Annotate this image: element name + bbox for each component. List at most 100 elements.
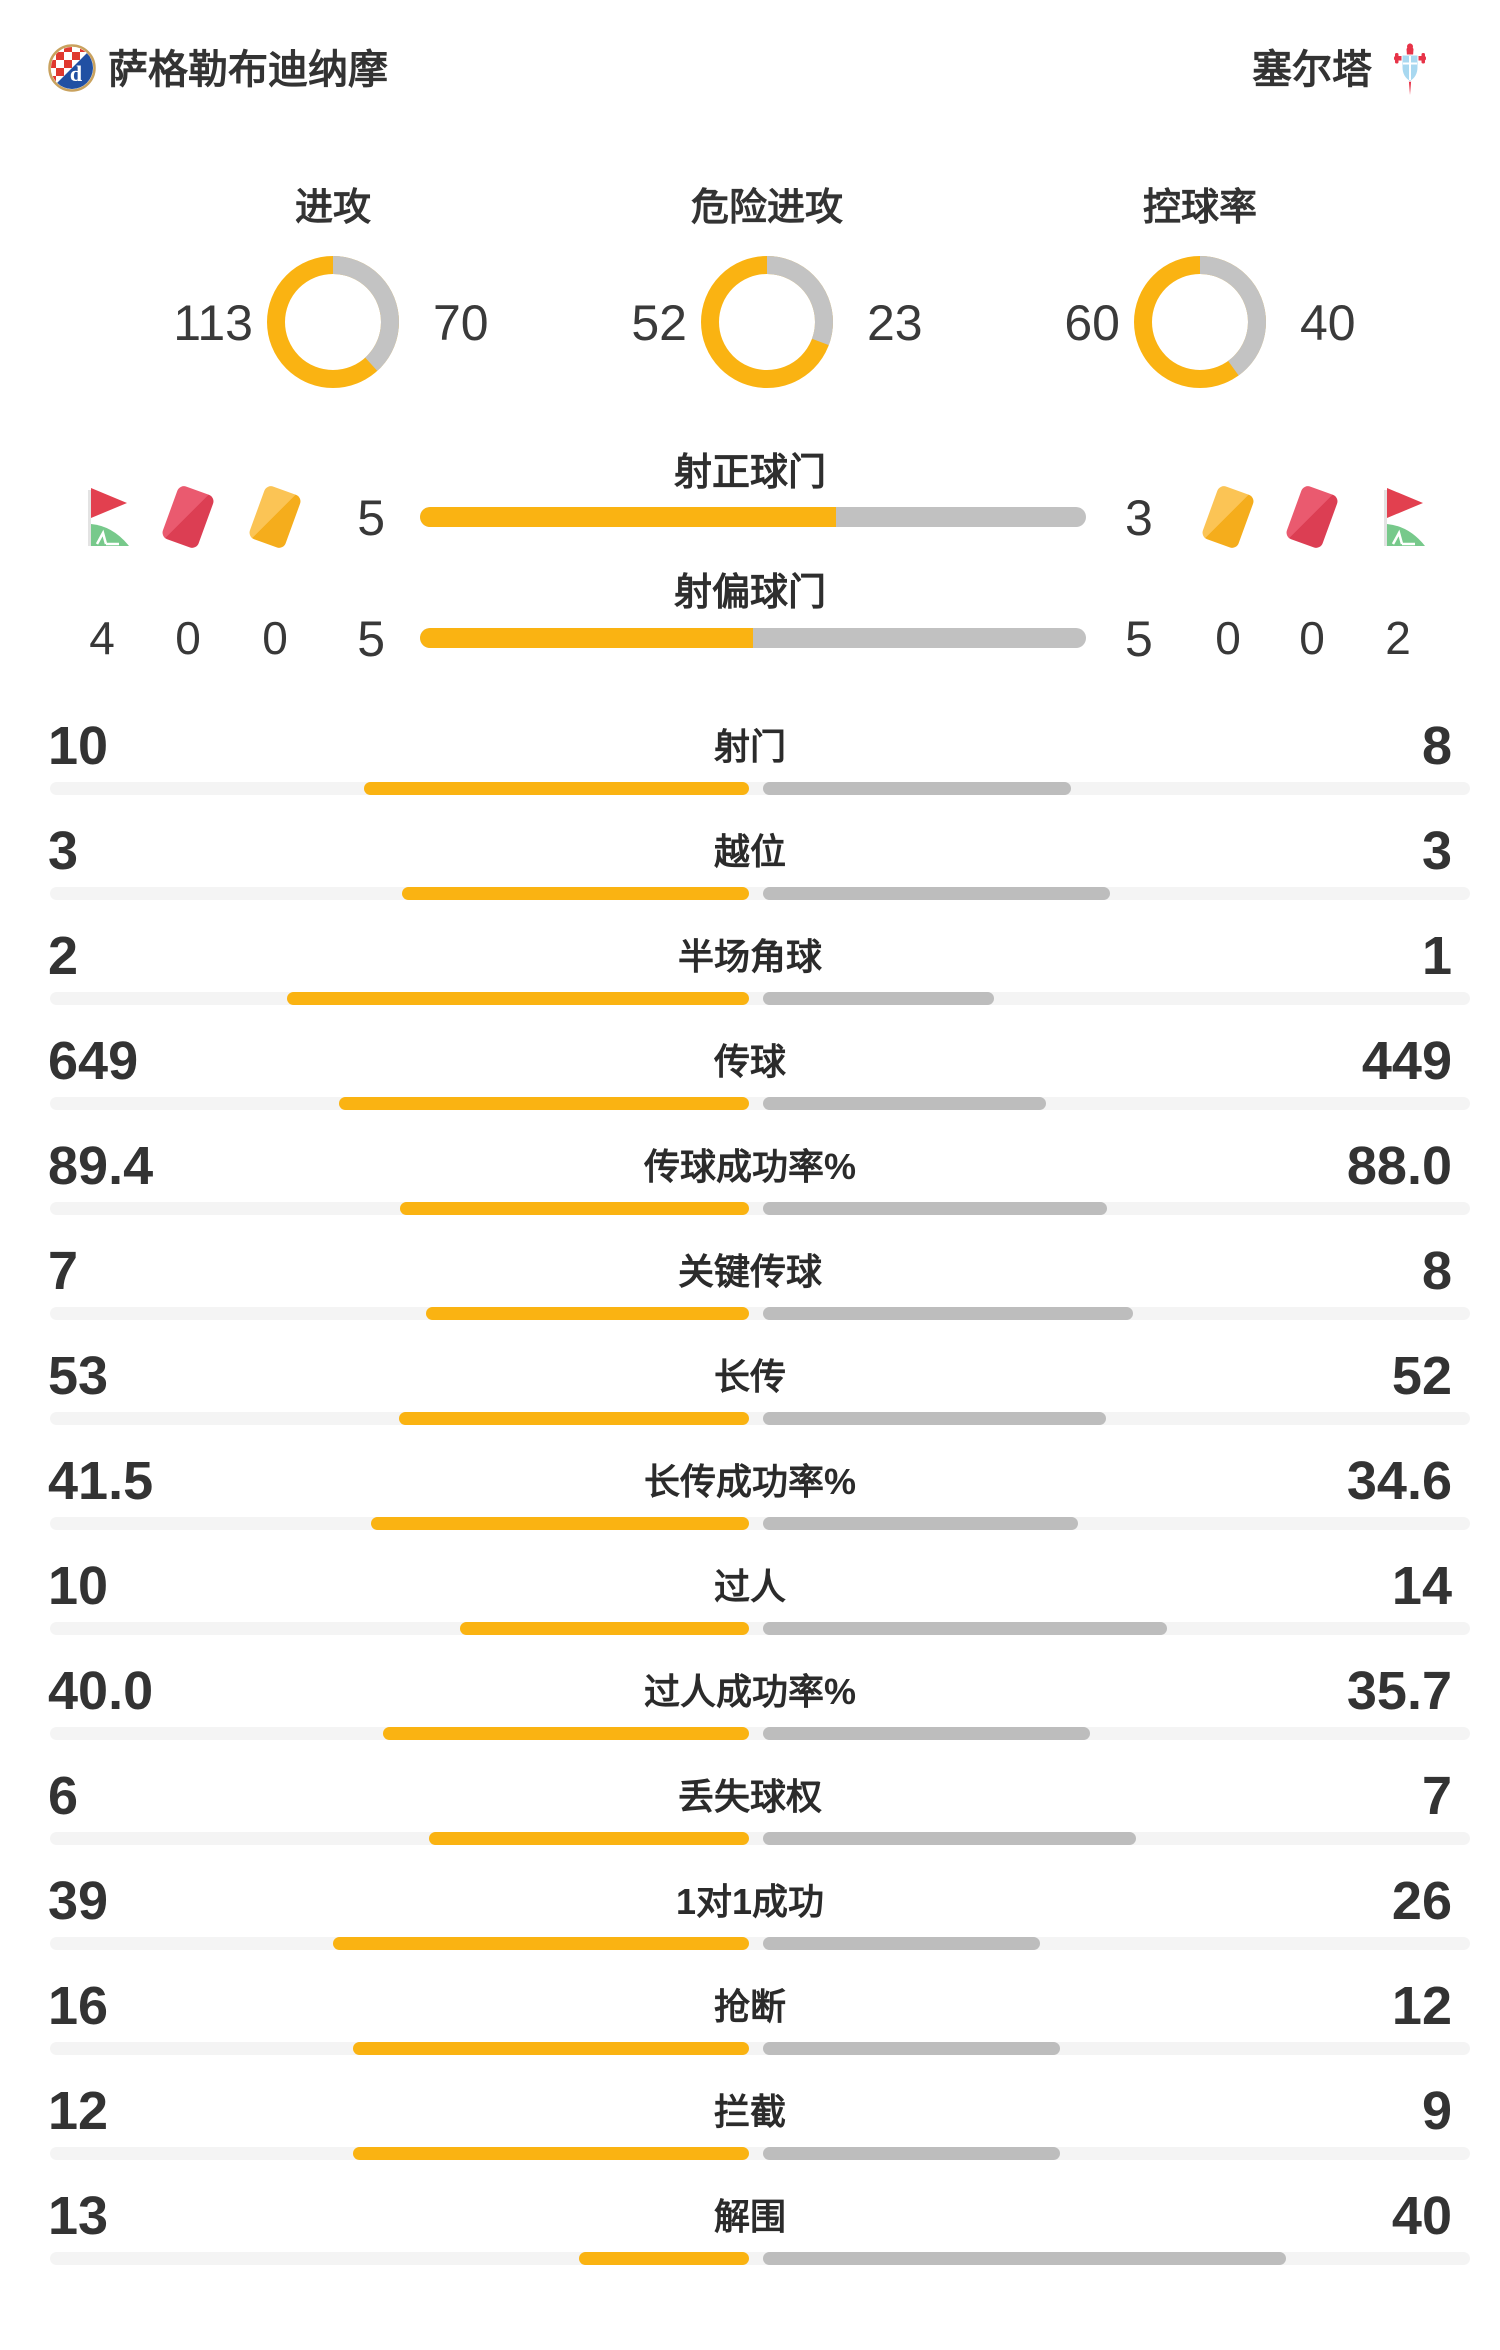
stat-row: 12 拦截 9 <box>0 2065 1500 2170</box>
stat-bar-track <box>50 1412 1470 1425</box>
stat-row: 41.5 长传成功率% 34.6 <box>0 1435 1500 1540</box>
shots-on-target-bar <box>420 507 1086 527</box>
stat-bar-away-fill <box>763 2147 1060 2160</box>
home-team-logo-dinamo-zagreb-icon: d <box>48 44 96 92</box>
stat-row: 53 长传 52 <box>0 1330 1500 1435</box>
stat-bar-track <box>50 1832 1470 1845</box>
stat-home-value: 6 <box>48 1766 79 1826</box>
stat-bar-away-fill <box>763 2252 1286 2265</box>
stat-label: 长传成功率% <box>643 1461 856 1502</box>
stat-label: 传球成功率% <box>643 1146 856 1187</box>
stat-label: 射门 <box>713 726 786 767</box>
stat-home-value: 13 <box>48 2186 109 2246</box>
away-team-logo-celta-vigo-icon <box>1394 43 1426 95</box>
stat-bar-away-fill <box>763 1727 1090 1740</box>
stat-label: 越位 <box>713 831 786 872</box>
donut-home-value: 60 <box>1064 295 1120 351</box>
stat-away-value: 1 <box>1421 926 1452 986</box>
stat-bar-track <box>50 2147 1470 2160</box>
stat-away-value: 8 <box>1421 716 1452 776</box>
stat-bar-home-fill <box>579 2252 749 2265</box>
home-red-cards-count: 0 <box>175 612 201 664</box>
stat-bar-away-fill <box>763 1412 1106 1425</box>
stat-row: 89.4 传球成功率% 88.0 <box>0 1120 1500 1225</box>
stat-bar-track <box>50 1517 1470 1530</box>
stat-bar-home-fill <box>287 992 749 1005</box>
donut-chart-attacks: 113 70 <box>103 252 563 392</box>
stat-label: 过人 <box>713 1566 786 1607</box>
stat-bar-track <box>50 1097 1470 1110</box>
stat-home-value: 12 <box>48 2081 109 2141</box>
stat-bar-away-fill <box>763 782 1071 795</box>
shots-off-target-bar <box>420 628 1086 648</box>
stat-bar-home-fill <box>402 887 749 900</box>
stat-home-value: 16 <box>48 1976 109 2036</box>
stat-home-value: 89.4 <box>48 1136 154 1196</box>
donut-away-value: 23 <box>867 295 923 351</box>
stat-bar-away-fill <box>763 1202 1107 1215</box>
stat-bar-away-fill <box>763 1832 1136 1845</box>
stat-home-value: 41.5 <box>48 1451 154 1511</box>
stat-bar-track <box>50 2252 1470 2265</box>
stat-home-value: 40.0 <box>48 1661 154 1721</box>
stat-label: 传球 <box>713 1041 786 1082</box>
stat-away-value: 40 <box>1391 2186 1452 2246</box>
stat-bar-home-fill <box>339 1097 749 1110</box>
away-team-name: 塞尔塔 <box>1252 48 1372 92</box>
stat-away-value: 34.6 <box>1346 1451 1452 1511</box>
stat-home-value: 7 <box>48 1241 79 1301</box>
stat-bar-home-fill <box>353 2042 749 2055</box>
stat-home-value: 10 <box>48 1556 109 1616</box>
stat-row: 2 半场角球 1 <box>0 910 1500 1015</box>
stat-bar-away-fill <box>763 1517 1078 1530</box>
stat-row: 39 1对1成功 26 <box>0 1855 1500 1960</box>
away-red-cards-count: 0 <box>1299 612 1325 664</box>
donut-ring-icon <box>701 256 833 388</box>
stat-bar-home-fill <box>364 782 749 795</box>
stat-bar-home-fill <box>399 1412 749 1425</box>
stat-bar-home-fill <box>400 1202 749 1215</box>
stat-bar-track <box>50 782 1470 795</box>
stat-away-value: 35.7 <box>1346 1661 1452 1721</box>
donut-chart-possession: 60 40 <box>970 252 1430 392</box>
stat-home-value: 53 <box>48 1346 109 1406</box>
stat-bar-home-fill <box>460 1622 749 1635</box>
stat-bar-away-fill <box>763 1097 1046 1110</box>
stat-row: 40.0 过人成功率% 35.7 <box>0 1645 1500 1750</box>
corner-flag-icon <box>1384 488 1425 546</box>
home-corners-count: 4 <box>89 612 115 664</box>
stat-bar-track <box>50 2042 1470 2055</box>
donut-away-value: 40 <box>1300 295 1356 351</box>
stat-away-value: 3 <box>1421 821 1452 881</box>
donut-home-value: 113 <box>173 295 253 351</box>
stat-bar-away-fill <box>763 1937 1040 1950</box>
stat-row: 3 越位 3 <box>0 805 1500 910</box>
stat-bar-home-fill <box>371 1517 749 1530</box>
shots-on-target-home-value: 5 <box>357 490 385 546</box>
stat-row: 7 关键传球 8 <box>0 1225 1500 1330</box>
stat-away-value: 8 <box>1421 1241 1452 1301</box>
stat-away-value: 26 <box>1391 1871 1452 1931</box>
stat-away-value: 7 <box>1421 1766 1452 1826</box>
stat-home-value: 3 <box>48 821 79 881</box>
donut-ring-icon <box>1134 256 1266 388</box>
shots-on-target-away-value: 3 <box>1125 490 1153 546</box>
stat-bar-track <box>50 1202 1470 1215</box>
shots-off-target-home-value: 5 <box>357 611 385 667</box>
stat-label: 长传 <box>713 1356 786 1397</box>
stat-bar-away-fill <box>763 992 994 1005</box>
stat-away-value: 449 <box>1361 1031 1452 1091</box>
stat-row: 649 传球 449 <box>0 1015 1500 1120</box>
chart-title-attacks: 进攻 <box>294 187 371 229</box>
stat-label: 关键传球 <box>677 1251 822 1292</box>
stat-bar-home-fill <box>426 1307 749 1320</box>
stat-bar-track <box>50 1937 1470 1950</box>
stat-bar-away-fill <box>763 1622 1167 1635</box>
stat-bar-home-fill <box>429 1832 749 1845</box>
home-yellow-cards-count: 0 <box>262 612 288 664</box>
donut-ring-icon <box>267 256 399 388</box>
stat-bar-track <box>50 1727 1470 1740</box>
shots-off-target-label: 射偏球门 <box>673 572 826 614</box>
stat-away-value: 14 <box>1391 1556 1452 1616</box>
